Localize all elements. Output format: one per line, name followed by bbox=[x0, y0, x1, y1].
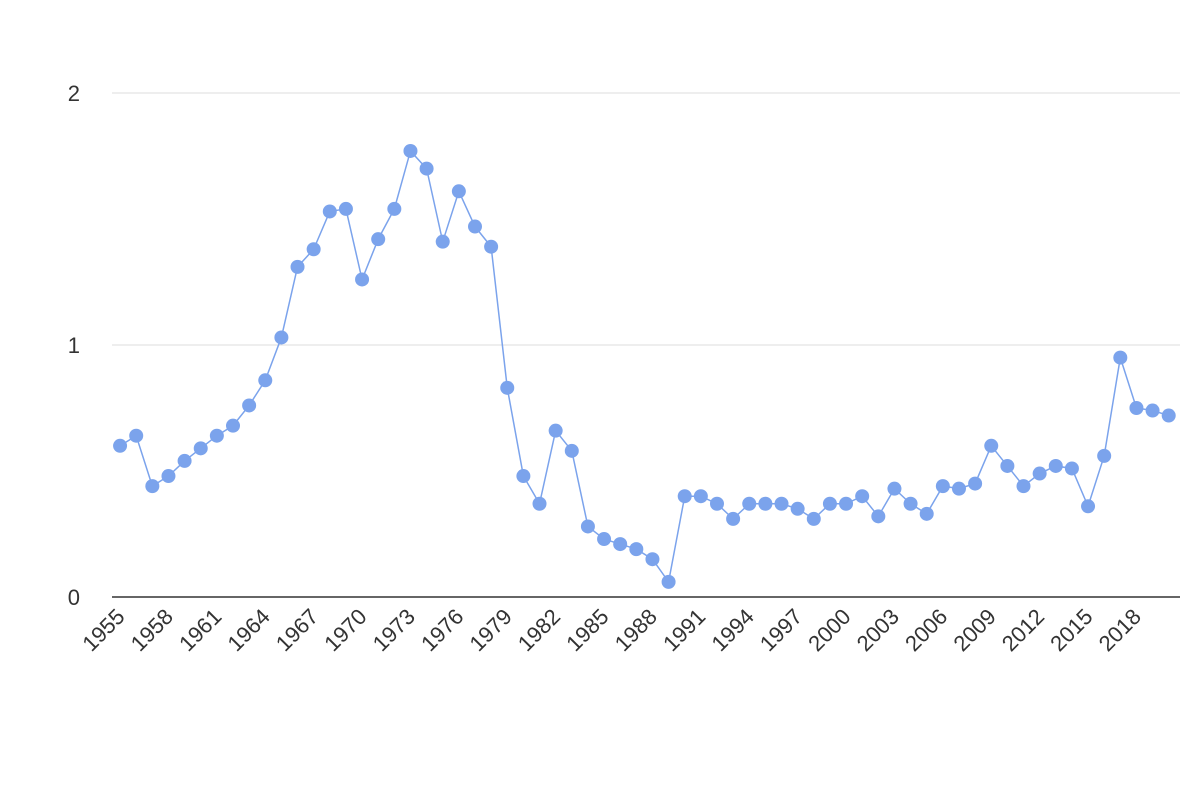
point bbox=[709, 496, 724, 511]
x-tick-label: 1988 bbox=[610, 604, 662, 656]
point bbox=[419, 161, 434, 176]
point bbox=[903, 496, 918, 511]
point bbox=[677, 489, 692, 504]
point bbox=[564, 443, 579, 458]
point bbox=[387, 201, 402, 216]
point bbox=[613, 537, 628, 552]
x-tick-label: 1958 bbox=[126, 604, 178, 656]
x-tick-label: 1997 bbox=[755, 604, 807, 656]
x-tick-label: 1982 bbox=[513, 604, 565, 656]
point bbox=[338, 201, 353, 216]
point bbox=[1032, 466, 1047, 481]
x-tick-label: 1991 bbox=[658, 604, 710, 656]
point bbox=[839, 496, 854, 511]
point bbox=[548, 423, 563, 438]
point bbox=[1161, 408, 1176, 423]
x-tick-label: 1955 bbox=[77, 604, 129, 656]
point bbox=[758, 496, 773, 511]
point bbox=[161, 469, 176, 484]
x-tick-label: 2018 bbox=[1094, 604, 1146, 656]
point bbox=[322, 204, 337, 219]
x-tick-label: 2003 bbox=[852, 604, 904, 656]
x-tick-label: 1967 bbox=[271, 604, 323, 656]
point bbox=[774, 496, 789, 511]
point bbox=[968, 476, 983, 491]
point bbox=[951, 481, 966, 496]
point bbox=[516, 469, 531, 484]
point bbox=[806, 511, 821, 526]
point bbox=[451, 184, 466, 199]
y-tick-label: 1 bbox=[68, 333, 80, 358]
point bbox=[290, 259, 305, 274]
point bbox=[435, 234, 450, 249]
point bbox=[145, 479, 160, 494]
point bbox=[822, 496, 837, 511]
point bbox=[1113, 350, 1128, 365]
point bbox=[532, 496, 547, 511]
point bbox=[193, 441, 208, 456]
point bbox=[919, 506, 934, 521]
point bbox=[629, 542, 644, 557]
point bbox=[1081, 499, 1096, 514]
point bbox=[500, 380, 515, 395]
line bbox=[119, 149, 1169, 584]
point bbox=[209, 428, 224, 443]
point bbox=[1016, 479, 1031, 494]
point bbox=[580, 519, 595, 534]
point bbox=[693, 489, 708, 504]
x-tick-label: 1961 bbox=[174, 604, 226, 656]
point bbox=[484, 239, 499, 254]
x-tick-label: 2009 bbox=[948, 604, 1000, 656]
x-tick-label: 1973 bbox=[368, 604, 420, 656]
x-tick-label: 1964 bbox=[223, 604, 275, 656]
point bbox=[726, 511, 741, 526]
x-tick-label: 2015 bbox=[1045, 604, 1097, 656]
x-tick-label: 2006 bbox=[900, 604, 952, 656]
x-tick-label: 1994 bbox=[706, 604, 758, 656]
point bbox=[661, 574, 676, 589]
point bbox=[306, 242, 321, 257]
point bbox=[258, 373, 273, 388]
point bbox=[242, 398, 257, 413]
point bbox=[225, 418, 240, 433]
point bbox=[1000, 458, 1015, 473]
point bbox=[371, 232, 386, 247]
point bbox=[871, 509, 886, 524]
point bbox=[129, 428, 144, 443]
point bbox=[742, 496, 757, 511]
x-tick-label: 2000 bbox=[803, 604, 855, 656]
point bbox=[177, 453, 192, 468]
point bbox=[355, 272, 370, 287]
point bbox=[1097, 448, 1112, 463]
point bbox=[790, 501, 805, 516]
point bbox=[984, 438, 999, 453]
point bbox=[274, 330, 289, 345]
point bbox=[113, 438, 128, 453]
x-tick-label: 1985 bbox=[561, 604, 613, 656]
point bbox=[1129, 401, 1144, 415]
x-tick-label: 1970 bbox=[319, 604, 371, 656]
x-tick-label: 1979 bbox=[464, 604, 516, 656]
y-tick-label: 2 bbox=[68, 81, 80, 106]
point bbox=[935, 479, 950, 494]
point bbox=[645, 552, 660, 567]
point bbox=[1048, 458, 1063, 473]
x-tick-label: 1976 bbox=[416, 604, 468, 656]
point bbox=[887, 481, 902, 496]
point bbox=[1145, 403, 1160, 418]
point bbox=[403, 143, 418, 158]
point bbox=[855, 489, 870, 504]
point bbox=[467, 219, 482, 234]
x-tick-label: 2012 bbox=[997, 604, 1049, 656]
point bbox=[1064, 461, 1079, 476]
y-tick-label: 0 bbox=[68, 585, 80, 610]
point bbox=[597, 532, 612, 547]
